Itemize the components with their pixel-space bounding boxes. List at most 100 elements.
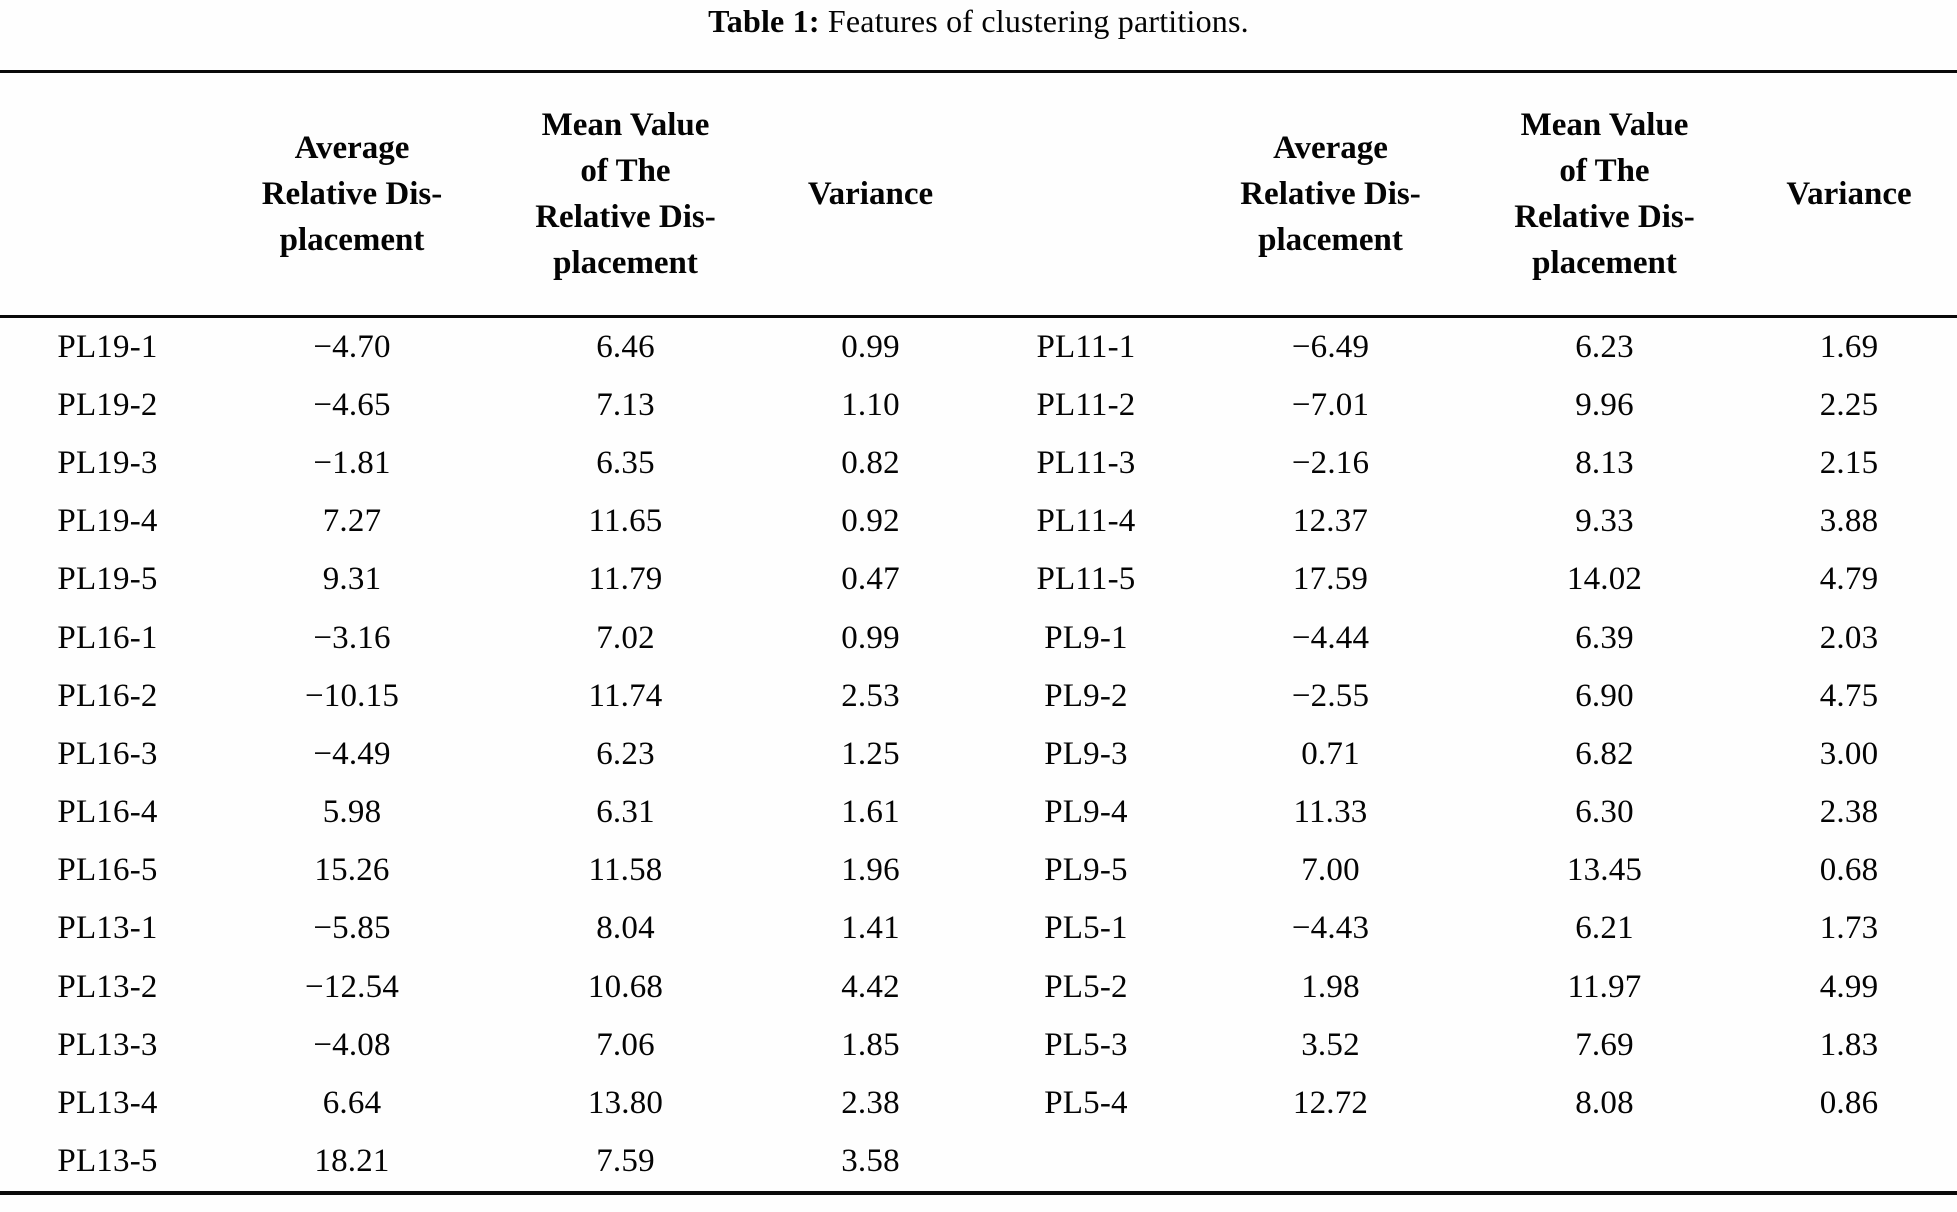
- cell-value: 1.61: [841, 794, 900, 831]
- cell-value: 0.68: [1819, 852, 1879, 889]
- row-label: PL11-1: [1036, 328, 1136, 365]
- row-label: PL9-2: [1044, 677, 1128, 714]
- cell-value: 1.41: [841, 910, 900, 947]
- cell-value: 5.98: [322, 794, 382, 831]
- cell-value: 7.00: [1301, 852, 1360, 889]
- row-label: PL19-2: [57, 386, 158, 423]
- cell-value: 4.99: [1819, 968, 1879, 1005]
- table-body: PL19-1 −4.70 6.46 0.99 PL11-1 −6.49 6.23 1.69 PL…: [0, 318, 1957, 1195]
- row-label: PL13-4: [57, 1085, 158, 1122]
- cell-value: 9.31: [322, 561, 382, 598]
- cell-value: 2.53: [841, 677, 900, 714]
- cell-value: −1.81: [313, 444, 391, 481]
- cell-value: 4.75: [1819, 677, 1879, 714]
- row-label: PL13-3: [57, 1026, 158, 1063]
- cell-value: −12.54: [304, 968, 400, 1005]
- cell-value: 14.02: [1566, 561, 1643, 598]
- row-label: PL5-2: [1044, 968, 1128, 1005]
- row-label: PL9-4: [1044, 794, 1128, 831]
- cell-value: 13.45: [1566, 852, 1643, 889]
- cell-value: 9.33: [1575, 503, 1634, 540]
- row-label: PL13-2: [57, 968, 158, 1005]
- cell-value: −5.85: [313, 910, 391, 947]
- cell-value: 1.83: [1819, 1026, 1879, 1063]
- row-label: PL5-3: [1044, 1026, 1128, 1063]
- column-header-average-relative-displacement-right: Average Relative Dis- placement: [1240, 129, 1421, 259]
- cell-value: 13.80: [587, 1085, 664, 1122]
- row-label: PL11-2: [1036, 386, 1136, 423]
- cell-value: 1.96: [841, 852, 900, 889]
- cell-value: 2.38: [1819, 794, 1879, 831]
- row-label: PL11-4: [1036, 503, 1136, 540]
- cell-value: 1.73: [1819, 910, 1879, 947]
- cell-value: −4.65: [313, 386, 391, 423]
- table-header-row: Average Relative Dis- placement Mean Val…: [0, 70, 1957, 318]
- cell-value: 6.21: [1575, 910, 1634, 947]
- cell-value: −6.49: [1291, 328, 1370, 365]
- row-label: PL11-3: [1036, 444, 1136, 481]
- cell-value: 7.13: [596, 386, 655, 423]
- cell-value: [1193, 1133, 1468, 1191]
- cell-value: 0.99: [841, 619, 900, 656]
- cell-value: 11.33: [1293, 794, 1368, 831]
- cell-value: 3.88: [1819, 503, 1879, 540]
- cell-value: 0.82: [841, 444, 900, 481]
- cell-value: 1.25: [841, 735, 900, 772]
- cell-value: 2.03: [1819, 619, 1879, 656]
- cell-value: 8.04: [596, 910, 655, 947]
- cell-value: 11.79: [588, 561, 663, 598]
- cell-value: 15.26: [314, 852, 390, 889]
- cell-value: 8.13: [1575, 444, 1634, 481]
- cell-value: 6.30: [1575, 794, 1634, 831]
- cell-value: 4.42: [841, 968, 900, 1005]
- column-header-variance-left: Variance: [807, 175, 934, 212]
- cell-value: 1.85: [841, 1026, 900, 1063]
- cell-value: 9.96: [1575, 386, 1634, 423]
- cell-value: 3.52: [1301, 1026, 1360, 1063]
- cell-value: −4.44: [1291, 619, 1370, 656]
- cell-value: 17.59: [1292, 561, 1369, 598]
- cell-value: −4.70: [313, 328, 391, 365]
- cell-value: 6.39: [1575, 619, 1634, 656]
- cell-value: 3.58: [841, 1143, 900, 1180]
- cell-value: 0.71: [1301, 735, 1360, 772]
- cell-value: 4.79: [1819, 561, 1879, 598]
- row-label: PL5-1: [1044, 910, 1128, 947]
- column-header-average-relative-displacement-left: Average Relative Dis- placement: [261, 129, 443, 259]
- cell-value: −2.16: [1291, 444, 1370, 481]
- row-label: PL19-5: [57, 561, 158, 598]
- cell-value: 0.47: [841, 561, 900, 598]
- cell-value: 1.69: [1819, 328, 1879, 365]
- row-label: PL19-3: [57, 444, 158, 481]
- cell-value: 0.86: [1819, 1085, 1879, 1122]
- cell-value: −7.01: [1291, 386, 1370, 423]
- row-label: PL13-5: [57, 1143, 158, 1180]
- cell-value: 6.82: [1575, 735, 1634, 772]
- column-header-mean-value-right: Mean Value of The Relative Dis- placemen…: [1514, 106, 1695, 282]
- cell-value: 11.65: [588, 503, 663, 540]
- cell-value: −2.55: [1291, 677, 1370, 714]
- cell-value: [1468, 1133, 1741, 1191]
- cell-value: 12.37: [1292, 503, 1369, 540]
- row-label: PL16-1: [57, 619, 158, 656]
- cell-value: 10.68: [587, 968, 664, 1005]
- cell-value: 6.46: [596, 328, 655, 365]
- cell-value: 7.59: [596, 1143, 655, 1180]
- cell-value: 2.38: [841, 1085, 900, 1122]
- column-header-mean-value-left: Mean Value of The Relative Dis- placemen…: [535, 106, 716, 282]
- row-label: [979, 1133, 1193, 1191]
- cell-value: 7.02: [596, 619, 655, 656]
- cell-value: 6.64: [322, 1085, 382, 1122]
- row-label: PL19-1: [57, 328, 158, 365]
- cell-value: −10.15: [304, 677, 400, 714]
- cell-value: 18.21: [314, 1143, 390, 1180]
- cell-value: 7.27: [322, 503, 382, 540]
- row-label: PL9-3: [1044, 735, 1128, 772]
- row-label: PL13-1: [57, 910, 158, 947]
- cell-value: 6.31: [596, 794, 655, 831]
- cell-value: 11.58: [588, 852, 663, 889]
- cell-value: 11.97: [1567, 968, 1642, 1005]
- cell-value: 1.98: [1301, 968, 1360, 1005]
- cell-value: 7.06: [596, 1026, 655, 1063]
- row-label: PL9-5: [1044, 852, 1128, 889]
